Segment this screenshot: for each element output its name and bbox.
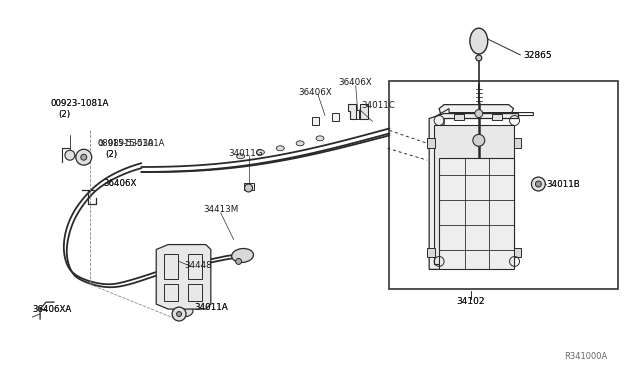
Text: 36406X: 36406X xyxy=(298,88,332,97)
Text: R341000A: R341000A xyxy=(564,352,608,361)
Text: 34102: 34102 xyxy=(456,296,485,306)
Bar xyxy=(332,113,339,122)
Text: 34011G: 34011G xyxy=(228,149,263,158)
Text: (2): (2) xyxy=(58,110,70,119)
Circle shape xyxy=(76,149,92,165)
Polygon shape xyxy=(360,104,367,119)
Text: 34011B: 34011B xyxy=(547,180,580,189)
Polygon shape xyxy=(427,138,435,148)
Ellipse shape xyxy=(232,248,253,263)
Polygon shape xyxy=(439,105,513,116)
Text: 08915-5301A: 08915-5301A xyxy=(98,139,154,148)
Circle shape xyxy=(536,181,541,187)
Text: (2): (2) xyxy=(106,150,118,159)
Circle shape xyxy=(236,259,241,264)
Circle shape xyxy=(476,55,482,61)
Text: 34011C: 34011C xyxy=(362,101,396,110)
Circle shape xyxy=(475,110,483,118)
Circle shape xyxy=(177,312,182,317)
Ellipse shape xyxy=(276,146,284,151)
Circle shape xyxy=(65,150,75,160)
Circle shape xyxy=(473,134,484,146)
Ellipse shape xyxy=(257,150,264,155)
Ellipse shape xyxy=(447,243,476,266)
Ellipse shape xyxy=(173,305,193,317)
Text: 36406XA: 36406XA xyxy=(32,305,72,314)
Polygon shape xyxy=(492,113,502,121)
Bar xyxy=(312,116,319,125)
Circle shape xyxy=(531,177,545,191)
Text: 34413M: 34413M xyxy=(203,205,238,214)
Text: 36406X: 36406X xyxy=(104,179,137,187)
Circle shape xyxy=(172,307,186,321)
Text: 34102: 34102 xyxy=(456,296,485,306)
Bar xyxy=(390,81,618,289)
Text: 36406XA: 36406XA xyxy=(32,305,72,314)
Polygon shape xyxy=(454,113,464,121)
Text: 32865: 32865 xyxy=(524,51,552,61)
Polygon shape xyxy=(513,247,522,257)
Text: 00923-1081A: 00923-1081A xyxy=(50,99,108,108)
Text: 34011A: 34011A xyxy=(194,302,228,312)
Text: (2): (2) xyxy=(58,110,70,119)
Text: 34011B: 34011B xyxy=(547,180,580,189)
Polygon shape xyxy=(427,247,435,257)
Ellipse shape xyxy=(296,141,304,146)
Text: 32865: 32865 xyxy=(524,51,552,61)
Polygon shape xyxy=(348,104,356,119)
Text: 34011A: 34011A xyxy=(194,302,228,312)
Bar xyxy=(244,183,253,190)
Text: 36406X: 36406X xyxy=(104,179,137,187)
Ellipse shape xyxy=(477,235,501,254)
Polygon shape xyxy=(513,138,522,148)
Polygon shape xyxy=(429,113,518,269)
Bar xyxy=(352,110,358,119)
Polygon shape xyxy=(434,125,513,264)
Text: 36406X: 36406X xyxy=(338,78,372,87)
Ellipse shape xyxy=(237,154,244,159)
Circle shape xyxy=(81,154,87,160)
Ellipse shape xyxy=(470,28,488,54)
Text: ③ 08915-5301A: ③ 08915-5301A xyxy=(98,139,164,148)
Polygon shape xyxy=(439,158,513,269)
Text: 00923-1081A: 00923-1081A xyxy=(50,99,108,108)
Polygon shape xyxy=(156,244,211,309)
Circle shape xyxy=(244,184,253,192)
Text: (2): (2) xyxy=(106,150,118,159)
Text: 34448: 34448 xyxy=(184,261,212,270)
Ellipse shape xyxy=(316,136,324,141)
